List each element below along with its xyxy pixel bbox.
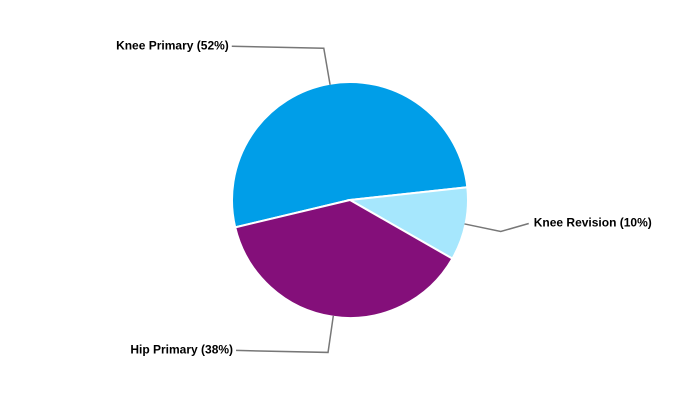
leader-line [464,222,529,233]
slice-label: Knee Revision (10%) [534,216,652,230]
leader-line [231,45,331,85]
leader-line [236,315,335,354]
slice-label: Hip Primary (38%) [130,343,233,357]
slice-label: Knee Primary (52%) [116,38,229,52]
